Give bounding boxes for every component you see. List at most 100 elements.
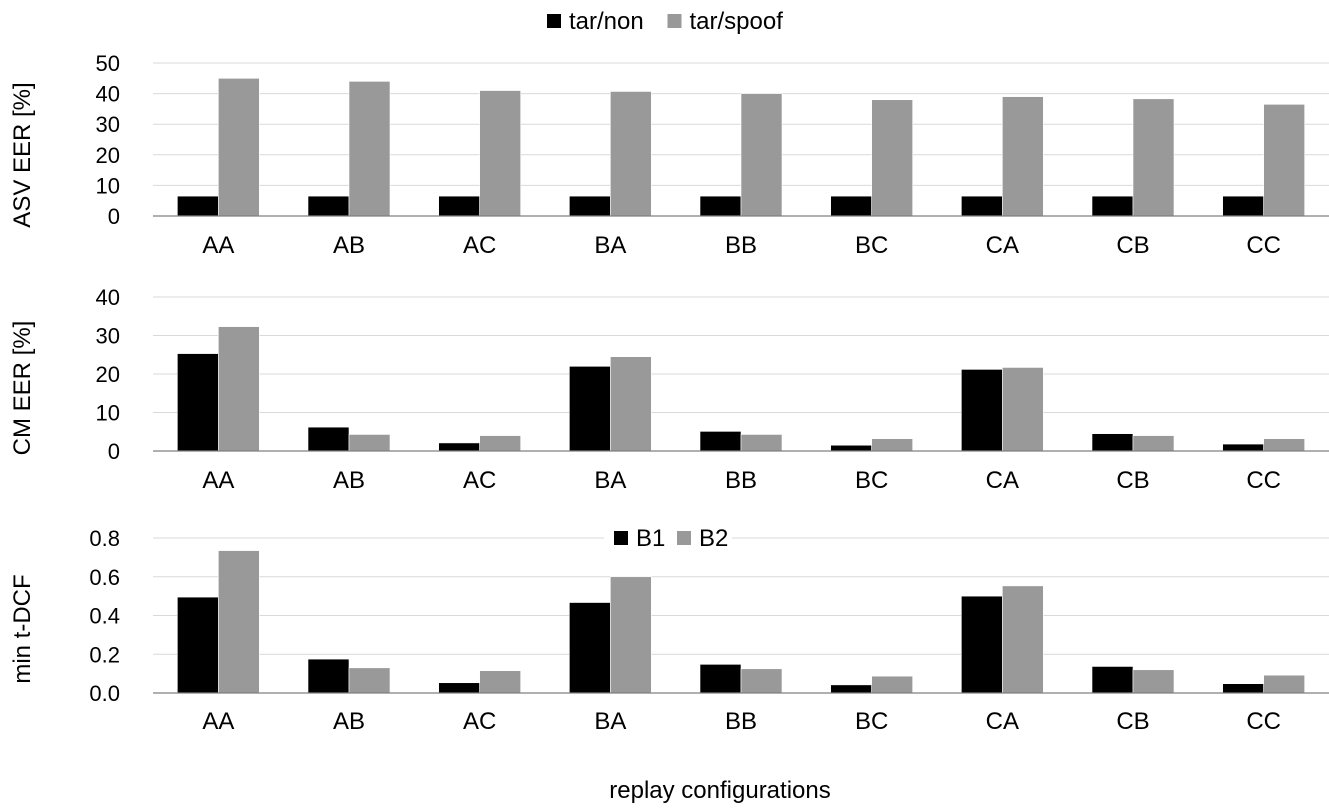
x-tick-label: AC — [463, 232, 496, 259]
bar — [307, 658, 350, 694]
y-tick-label: 0.4 — [89, 604, 120, 629]
x-tick-label: AB — [333, 708, 365, 735]
y-tick-label: 20 — [96, 362, 120, 387]
legend-label: tar/spoof — [690, 8, 784, 35]
bar — [569, 195, 611, 217]
x-tick-label: BC — [855, 232, 888, 259]
bar — [218, 550, 260, 694]
bar — [961, 595, 1003, 694]
y-tick-label: 20 — [96, 143, 120, 168]
bar — [1222, 683, 1264, 694]
x-tick-label: BB — [725, 232, 757, 259]
bar — [479, 670, 521, 694]
bar — [1091, 666, 1134, 694]
x-tick-label: AC — [463, 467, 496, 494]
y-tick-label: 30 — [96, 112, 120, 137]
x-tick-label: CC — [1246, 232, 1281, 259]
y-tick-label: 30 — [96, 324, 120, 349]
y-tick-label: 0.6 — [89, 565, 120, 590]
bar — [610, 91, 652, 217]
y-tick-label: 40 — [96, 285, 120, 310]
bar — [699, 431, 742, 452]
x-tick-label: CB — [1116, 708, 1149, 735]
bar — [177, 195, 219, 217]
bar — [961, 369, 1003, 452]
x-tick-label: AA — [202, 467, 234, 494]
bar — [1263, 104, 1305, 217]
bar — [438, 195, 480, 217]
x-tick-label: BC — [855, 708, 888, 735]
x-tick-label: CA — [986, 708, 1019, 735]
bar — [699, 664, 742, 694]
bar — [740, 668, 783, 694]
bar — [1132, 98, 1175, 217]
bar — [1132, 669, 1175, 694]
y-tick-label: 0.2 — [89, 642, 120, 667]
bar — [871, 438, 913, 452]
y-tick-label: 50 — [96, 51, 120, 76]
bar — [1263, 674, 1305, 694]
bar — [740, 93, 783, 217]
y-tick-label: 0 — [108, 204, 120, 229]
chart-panel-3: 0.0 0.2 0.4 0.6 0.8 AA AB AC BA BB BC CA CB CC min t-D… — [9, 524, 1329, 735]
bar — [348, 667, 391, 694]
bar — [569, 602, 611, 694]
legend-swatch — [547, 14, 561, 28]
y-axis-title: min t-DCF — [9, 574, 36, 683]
x-tick-label: CC — [1246, 708, 1281, 735]
x-tick-label: BA — [594, 467, 626, 494]
bar — [610, 576, 652, 694]
x-tick-label: AA — [202, 708, 234, 735]
legend: B1 B2 — [604, 524, 732, 552]
bar — [830, 684, 872, 694]
bar — [830, 444, 872, 452]
bar — [740, 434, 783, 452]
legend-label: tar/non — [569, 8, 644, 35]
chart-panel-1: 0 10 20 30 40 50 AA AB AC BA BB BC CA CB CC ASV EER [%]… — [9, 8, 1329, 259]
bar — [348, 81, 391, 217]
bar — [1132, 435, 1175, 452]
legend-swatch — [614, 531, 628, 545]
x-tick-label: BB — [725, 708, 757, 735]
bar — [871, 99, 913, 217]
x-tick-label: AB — [333, 232, 365, 259]
y-tick-label: 10 — [96, 173, 120, 198]
y-tick-label: 0.0 — [89, 681, 120, 706]
y-tick-label: 40 — [96, 82, 120, 107]
y-axis-title: CM EER [%] — [9, 321, 36, 456]
chart-panel-2: 0 10 20 30 40 AA AB AC BA BB BC CA CB CC CM EER [%] — [9, 285, 1329, 494]
bar — [1222, 195, 1264, 217]
y-axis-title: ASV EER [%] — [9, 82, 36, 227]
bar — [569, 365, 611, 452]
x-tick-label: BB — [725, 467, 757, 494]
legend-swatch — [667, 14, 682, 28]
legend-label: B2 — [699, 525, 728, 552]
bar — [438, 682, 480, 694]
bar — [307, 426, 350, 452]
x-tick-label: AB — [333, 467, 365, 494]
bar — [1002, 367, 1044, 452]
x-tick-label: AA — [202, 232, 234, 259]
bar — [218, 326, 260, 452]
bar — [348, 434, 391, 452]
x-axis-title: replay configurations — [609, 777, 830, 803]
bar — [177, 353, 219, 452]
bar — [1263, 438, 1305, 452]
legend-swatch — [677, 531, 691, 545]
legend-label: B1 — [636, 525, 665, 552]
bar — [307, 195, 350, 217]
x-tick-label: CB — [1116, 232, 1149, 259]
bar — [1091, 433, 1134, 452]
bar — [1091, 195, 1134, 217]
legend: tar/non tar/spoof — [547, 8, 783, 35]
bar — [438, 442, 480, 452]
y-tick-label: 10 — [96, 401, 120, 426]
bar — [610, 356, 652, 452]
bar — [871, 675, 913, 694]
bar — [1002, 96, 1044, 217]
x-tick-label: BA — [594, 232, 626, 259]
bar — [177, 596, 219, 694]
bar — [218, 78, 260, 217]
